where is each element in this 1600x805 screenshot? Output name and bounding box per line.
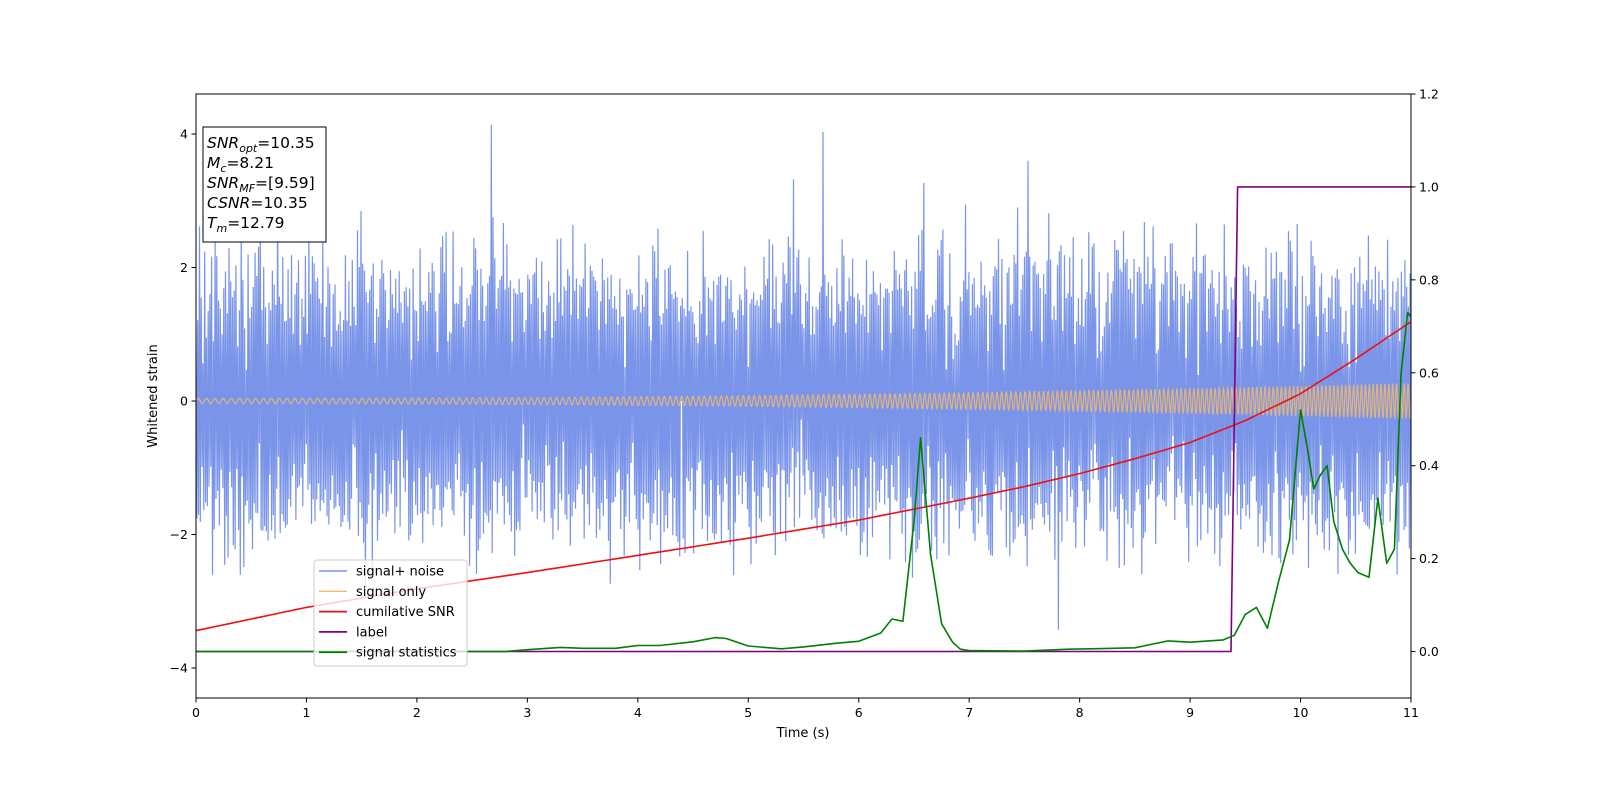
y2-tick-label: 1.0 [1419,179,1439,194]
y2-tick-label: 0.0 [1419,644,1439,659]
annotation-line: Mc=8.21 [207,154,274,175]
legend-label: cumilative SNR [356,605,455,620]
series-cumilative-snr [196,321,1411,632]
x-tick-label: 6 [855,705,863,720]
x-tick-label: 0 [192,705,200,720]
series-label [196,186,1411,653]
series-signal-only [196,383,1411,420]
legend: signal+ noise signal only cumilative SNR la… [313,559,468,667]
x-tick-label: 7 [965,705,973,720]
y-tick-label: −2 [170,527,188,542]
x-tick-label: 4 [634,705,642,720]
annotation-line: SNRopt=10.35 [207,134,315,155]
y-tick-label: −4 [170,660,188,675]
x-tick-label: 2 [413,705,421,720]
y2-tick-label: 0.4 [1419,458,1439,473]
annotation-line: CSNR=10.35 [207,194,308,212]
x-tick-label: 9 [1186,705,1194,720]
annotation-box: SNRopt=10.35Mc=8.21SNRMF=[9.59]CSNR=10.3… [202,126,327,243]
x-tick-label: 5 [744,705,752,720]
series-signal-statistics [196,311,1411,653]
x-tick-label: 1 [302,705,310,720]
series-layer [196,124,1411,653]
x-axis-label: Time (s) [776,726,830,741]
axes-layer: 0 1 2 3 4 5 6 7 8 9 10 11 −4 −2 0 2 4 0.0 0.2 0.4 0.6 0.8 1.0 1… [170,87,1439,721]
series-signal-noise [196,124,1411,630]
y2-tick-label: 0.2 [1419,551,1439,566]
y-tick-label: 2 [180,260,188,275]
legend-label: signal+ noise [356,565,444,580]
y2-tick-label: 1.2 [1419,87,1439,102]
x-tick-label: 11 [1403,705,1419,720]
y-tick-label: 0 [180,394,188,409]
x-tick-label: 10 [1293,705,1309,720]
y-tick-label: 4 [180,127,188,142]
legend-frame [313,559,468,667]
y-axis-label: Whitened strain [146,344,161,447]
plot-frame [195,93,1412,699]
y2-tick-label: 0.6 [1419,365,1439,380]
y2-tick-label: 0.8 [1419,272,1439,287]
legend-label: signal only [356,585,426,600]
annotation-frame [202,126,327,243]
x-tick-label: 8 [1076,705,1084,720]
annotation-line: SNRMF=[9.59] [207,174,315,195]
annotation-line: Tm=12.79 [207,214,285,235]
legend-label: signal statistics [356,646,457,661]
legend-label: label [356,625,387,640]
x-tick-label: 3 [523,705,531,720]
